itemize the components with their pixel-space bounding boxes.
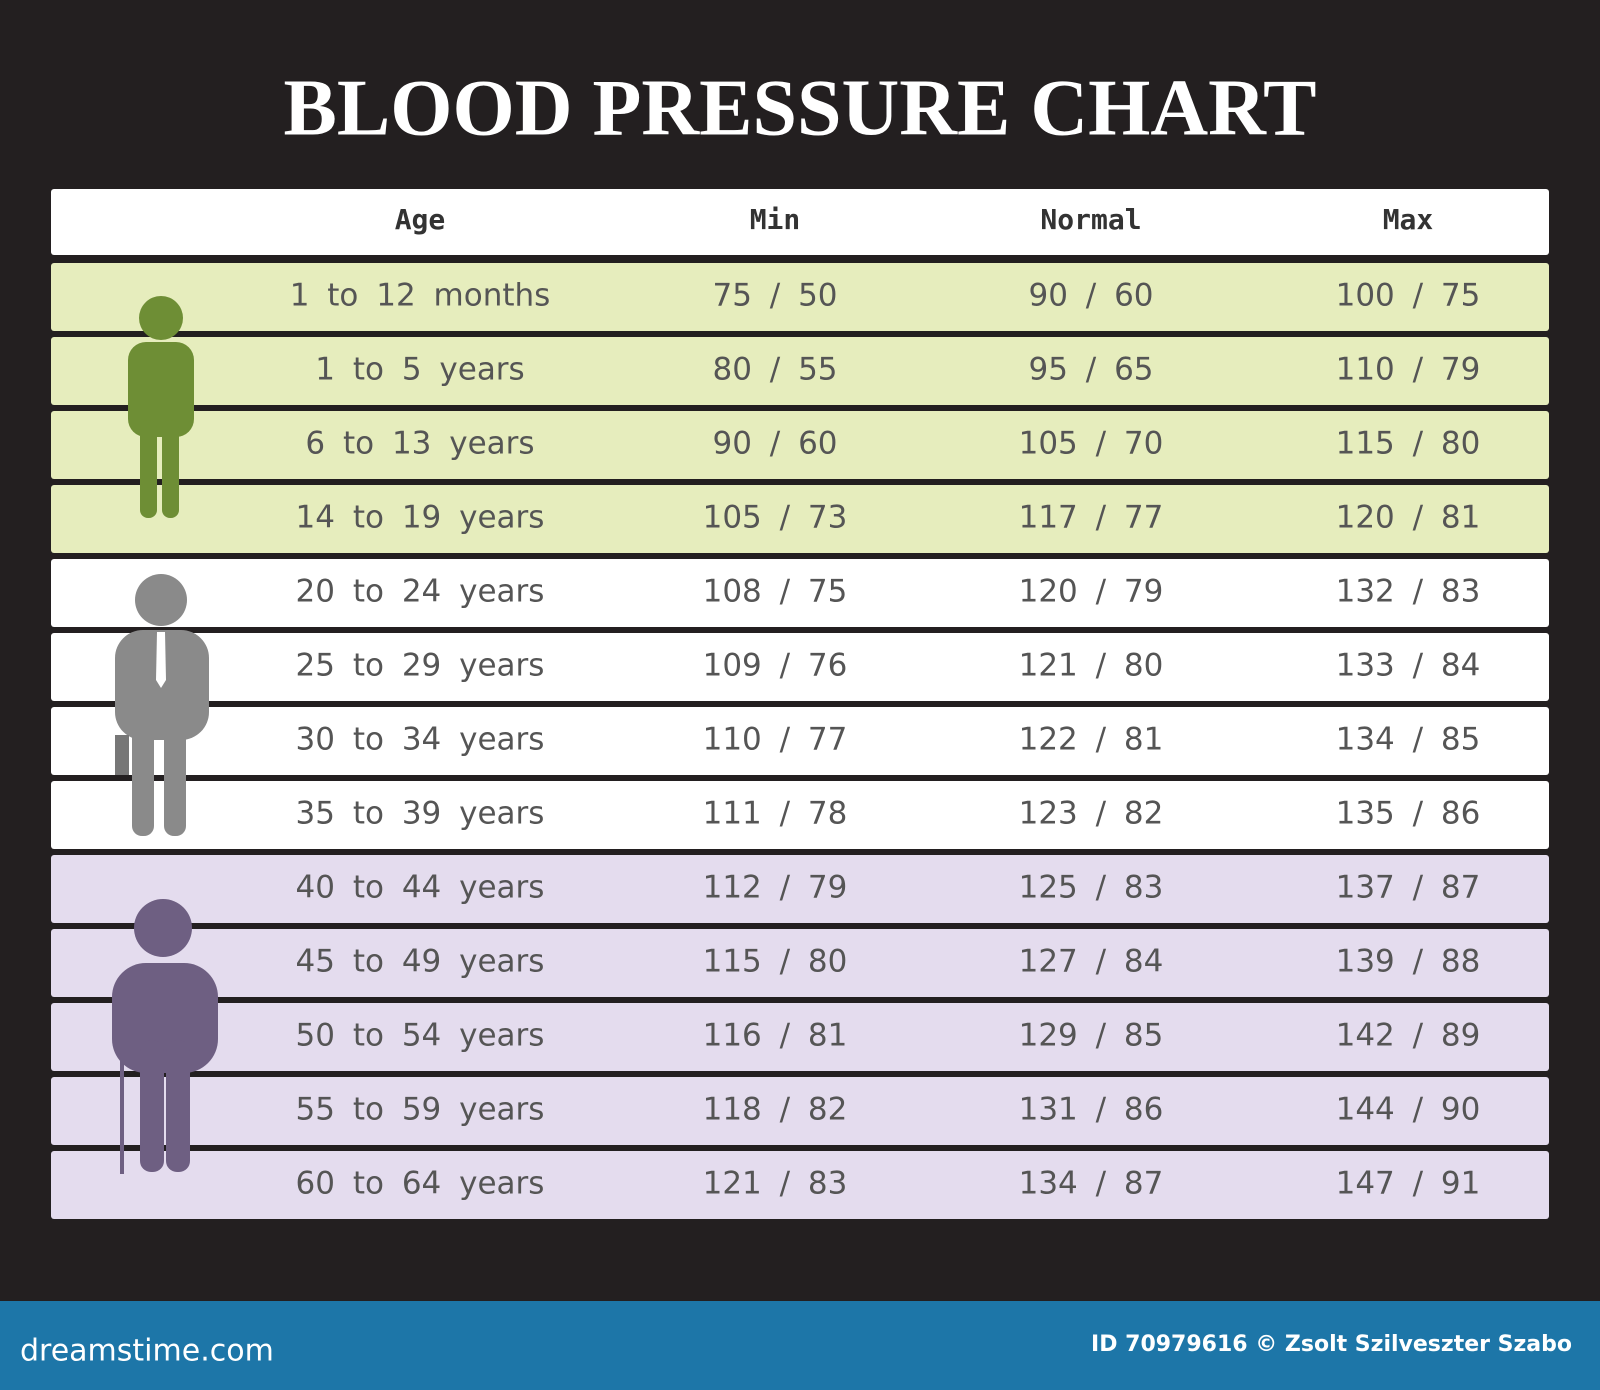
pressure-cell: 120 / 81	[1336, 500, 1481, 536]
pressure-cell: 135 / 86	[1336, 796, 1481, 832]
header-row	[51, 189, 1549, 255]
table-row	[51, 781, 1549, 849]
pressure-cell: 133 / 84	[1336, 648, 1481, 684]
pressure-cell: 105 / 73	[703, 500, 848, 536]
pressure-cell: 115 / 80	[1336, 426, 1481, 462]
pressure-cell: 139 / 88	[1336, 944, 1481, 980]
title: BLOOD PRESSURE CHART	[284, 64, 1317, 152]
header-cell: Max	[1383, 203, 1434, 236]
pressure-cell: 129 / 85	[1019, 1018, 1164, 1054]
pressure-cell: 120 / 79	[1019, 574, 1164, 610]
child-figure	[128, 296, 194, 518]
footer-bar	[0, 1301, 1600, 1390]
pressure-cell: 121 / 80	[1019, 648, 1164, 684]
footer-credit: ID 70979616 © Zsolt Szilveszter Szabo	[1091, 1332, 1572, 1357]
pressure-cell: 95 / 65	[1028, 352, 1153, 388]
pressure-cell: 134 / 85	[1336, 722, 1481, 758]
pressure-cell: 80 / 55	[712, 352, 837, 388]
header-cell: Normal	[1040, 203, 1141, 236]
pressure-cell: 147 / 91	[1336, 1166, 1481, 1202]
footer-logo: dreamstime.com	[20, 1334, 274, 1369]
pressure-cell: 125 / 83	[1019, 870, 1164, 906]
table-row	[51, 263, 1549, 331]
pressure-cell: 142 / 89	[1336, 1018, 1481, 1054]
table-row	[51, 855, 1549, 923]
pressure-cell: 105 / 70	[1019, 426, 1164, 462]
pressure-cell: 110 / 79	[1336, 352, 1481, 388]
table-row	[51, 707, 1549, 775]
pressure-cell: 131 / 86	[1019, 1092, 1164, 1128]
pressure-cell: 116 / 81	[703, 1018, 848, 1054]
pressure-cell: 108 / 75	[703, 574, 848, 610]
pressure-cell: 112 / 79	[703, 870, 848, 906]
pressure-cell: 90 / 60	[1028, 278, 1153, 314]
pressure-cell: 132 / 83	[1336, 574, 1481, 610]
pressure-cell: 134 / 87	[1019, 1166, 1164, 1202]
table-row	[51, 1003, 1549, 1071]
adult-figure	[115, 574, 209, 836]
age-cell: 6 to 13 years	[305, 426, 534, 462]
pressure-cell: 111 / 78	[703, 796, 848, 832]
table-row	[51, 411, 1549, 479]
pressure-cell: 121 / 83	[703, 1166, 848, 1202]
table-row	[51, 485, 1549, 553]
age-cell: 1 to 12 months	[290, 278, 551, 314]
pressure-cell: 75 / 50	[712, 278, 837, 314]
age-cell: 60 to 64 years	[296, 1166, 545, 1202]
age-cell: 45 to 49 years	[296, 944, 545, 980]
pressure-cell: 109 / 76	[703, 648, 848, 684]
pressure-cell: 90 / 60	[712, 426, 837, 462]
pressure-cell: 144 / 90	[1336, 1092, 1481, 1128]
pressure-cell: 122 / 81	[1019, 722, 1164, 758]
pressure-cell: 110 / 77	[703, 722, 848, 758]
senior-figure	[112, 899, 218, 1174]
header-cell: Min	[750, 203, 801, 236]
table-body: 1 to 12 months 75 / 50 90 / 60 100 / 75 1 to…	[51, 263, 1549, 1219]
age-cell: 40 to 44 years	[296, 870, 545, 906]
pressure-cell: 123 / 82	[1019, 796, 1164, 832]
table-row	[51, 1077, 1549, 1145]
age-cell: 50 to 54 years	[296, 1018, 545, 1054]
header-cell: Age	[395, 203, 446, 236]
pressure-cell: 127 / 84	[1019, 944, 1164, 980]
pressure-cell: 117 / 77	[1019, 500, 1164, 536]
age-cell: 1 to 5 years	[315, 352, 524, 388]
age-cell: 30 to 34 years	[296, 722, 545, 758]
age-cell: 35 to 39 years	[296, 796, 545, 832]
table-row	[51, 929, 1549, 997]
pressure-cell: 118 / 82	[703, 1092, 848, 1128]
table-row	[51, 633, 1549, 701]
table-row	[51, 1151, 1549, 1219]
age-cell: 55 to 59 years	[296, 1092, 545, 1128]
table-row	[51, 337, 1549, 405]
pressure-cell: 137 / 87	[1336, 870, 1481, 906]
pressure-cell: 115 / 80	[703, 944, 848, 980]
age-cell: 20 to 24 years	[296, 574, 545, 610]
age-cell: 25 to 29 years	[296, 648, 545, 684]
pressure-cell: 100 / 75	[1336, 278, 1481, 314]
age-cell: 14 to 19 years	[296, 500, 545, 536]
table-row	[51, 559, 1549, 627]
